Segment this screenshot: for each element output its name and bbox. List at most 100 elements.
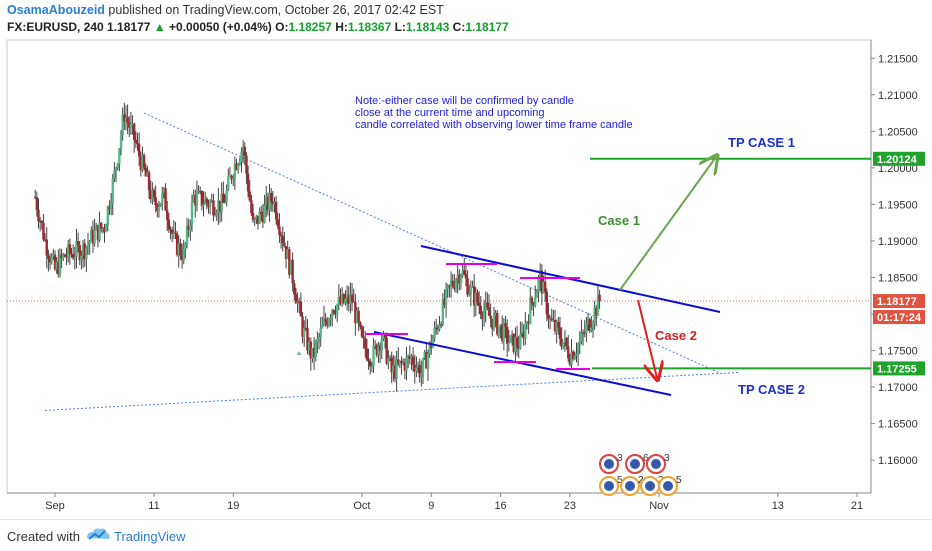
- candle-body[interactable]: [306, 328, 309, 351]
- candle-body[interactable]: [479, 305, 482, 315]
- candle-body[interactable]: [431, 338, 435, 348]
- candle-body[interactable]: [190, 201, 194, 225]
- candle-body[interactable]: [456, 274, 459, 281]
- candle-body[interactable]: [575, 353, 578, 356]
- candle-body[interactable]: [156, 204, 159, 212]
- candle-body[interactable]: [95, 225, 98, 231]
- tradingview-brand[interactable]: TradingView: [114, 529, 186, 544]
- candle-body[interactable]: [144, 167, 147, 177]
- candle-body[interactable]: [360, 326, 364, 337]
- candle-body[interactable]: [116, 163, 119, 168]
- candle-body[interactable]: [514, 337, 517, 352]
- candle-body[interactable]: [530, 297, 534, 303]
- candle-body[interactable]: [119, 135, 123, 149]
- candle-body[interactable]: [142, 155, 146, 168]
- candle-body[interactable]: [525, 321, 529, 324]
- event-badge[interactable]: 6: [625, 453, 649, 474]
- candle-body[interactable]: [187, 225, 190, 230]
- candle-body[interactable]: [314, 342, 317, 358]
- candle-body[interactable]: [172, 232, 176, 234]
- candle-body[interactable]: [586, 319, 590, 325]
- candle-body[interactable]: [439, 324, 443, 326]
- candle-body[interactable]: [284, 246, 288, 259]
- candle-body[interactable]: [177, 243, 180, 255]
- candle-body[interactable]: [75, 241, 78, 257]
- candle-body[interactable]: [372, 345, 375, 367]
- candle-body[interactable]: [192, 194, 195, 202]
- candle-body[interactable]: [141, 155, 144, 171]
- candle-body[interactable]: [383, 333, 387, 338]
- candle-body[interactable]: [47, 255, 50, 259]
- candle-body[interactable]: [425, 352, 428, 369]
- candle-body[interactable]: [464, 274, 468, 279]
- candle-body[interactable]: [106, 206, 110, 226]
- candle-body[interactable]: [562, 342, 565, 347]
- candle-body[interactable]: [565, 337, 568, 347]
- candle-body[interactable]: [208, 201, 212, 207]
- candle-body[interactable]: [205, 198, 209, 203]
- candle-body[interactable]: [62, 254, 65, 259]
- candle-body[interactable]: [309, 341, 312, 359]
- candle-body[interactable]: [501, 324, 504, 341]
- candle-body[interactable]: [149, 190, 152, 200]
- candle-body[interactable]: [335, 304, 339, 315]
- candle-body[interactable]: [362, 336, 365, 339]
- candle-body[interactable]: [58, 254, 62, 275]
- candle-body[interactable]: [289, 259, 293, 275]
- candle-body[interactable]: [70, 253, 73, 255]
- candle-body[interactable]: [189, 224, 192, 230]
- event-badge[interactable]: 5: [658, 475, 682, 496]
- candle-body[interactable]: [146, 172, 149, 177]
- candle-body[interactable]: [453, 285, 456, 289]
- candle-body[interactable]: [103, 227, 106, 233]
- candle-body[interactable]: [426, 353, 430, 369]
- candle-body[interactable]: [563, 337, 567, 343]
- candle-body[interactable]: [406, 356, 410, 358]
- candle-body[interactable]: [438, 324, 441, 330]
- candle-body[interactable]: [197, 190, 200, 193]
- candle-body[interactable]: [522, 331, 525, 339]
- candle-body[interactable]: [268, 193, 271, 211]
- candle-body[interactable]: [218, 200, 222, 212]
- candle-body[interactable]: [124, 117, 128, 122]
- candle-body[interactable]: [293, 283, 296, 295]
- candle-body[interactable]: [121, 114, 124, 136]
- candle-body[interactable]: [210, 200, 213, 202]
- event-badge[interactable]: 2: [620, 475, 644, 496]
- candle-body[interactable]: [129, 123, 133, 128]
- candle-body[interactable]: [477, 302, 481, 306]
- candle-body[interactable]: [96, 225, 100, 241]
- candle-body[interactable]: [534, 297, 537, 306]
- candle-body[interactable]: [324, 318, 327, 322]
- tradingview-logo-icon[interactable]: [85, 526, 111, 544]
- candle-body[interactable]: [334, 313, 337, 315]
- candle-body[interactable]: [83, 243, 86, 260]
- candle-body[interactable]: [42, 222, 45, 240]
- candle-body[interactable]: [359, 322, 362, 327]
- candle-body[interactable]: [459, 275, 463, 284]
- candle-body[interactable]: [474, 292, 478, 306]
- candle-body[interactable]: [296, 301, 299, 304]
- candle-body[interactable]: [245, 155, 248, 174]
- event-badge[interactable]: 3: [599, 453, 623, 474]
- candle-body[interactable]: [329, 317, 332, 320]
- candle-body[interactable]: [299, 301, 303, 317]
- candle-body[interactable]: [316, 338, 319, 343]
- candle-body[interactable]: [588, 319, 591, 331]
- candle-body[interactable]: [433, 327, 436, 339]
- candle-body[interactable]: [288, 249, 291, 275]
- candle-body[interactable]: [263, 204, 266, 223]
- candle-body[interactable]: [504, 322, 507, 327]
- candle-body[interactable]: [367, 359, 370, 361]
- candle-body[interactable]: [85, 247, 88, 260]
- candle-body[interactable]: [81, 243, 85, 256]
- candle-body[interactable]: [182, 249, 185, 261]
- candle-body[interactable]: [555, 322, 558, 332]
- candle-body[interactable]: [322, 318, 326, 325]
- candle-body[interactable]: [212, 200, 215, 216]
- candle-body[interactable]: [114, 167, 118, 171]
- candle-body[interactable]: [352, 301, 355, 303]
- candle-body[interactable]: [57, 261, 60, 275]
- candle-body[interactable]: [52, 254, 55, 257]
- candle-body[interactable]: [502, 322, 506, 341]
